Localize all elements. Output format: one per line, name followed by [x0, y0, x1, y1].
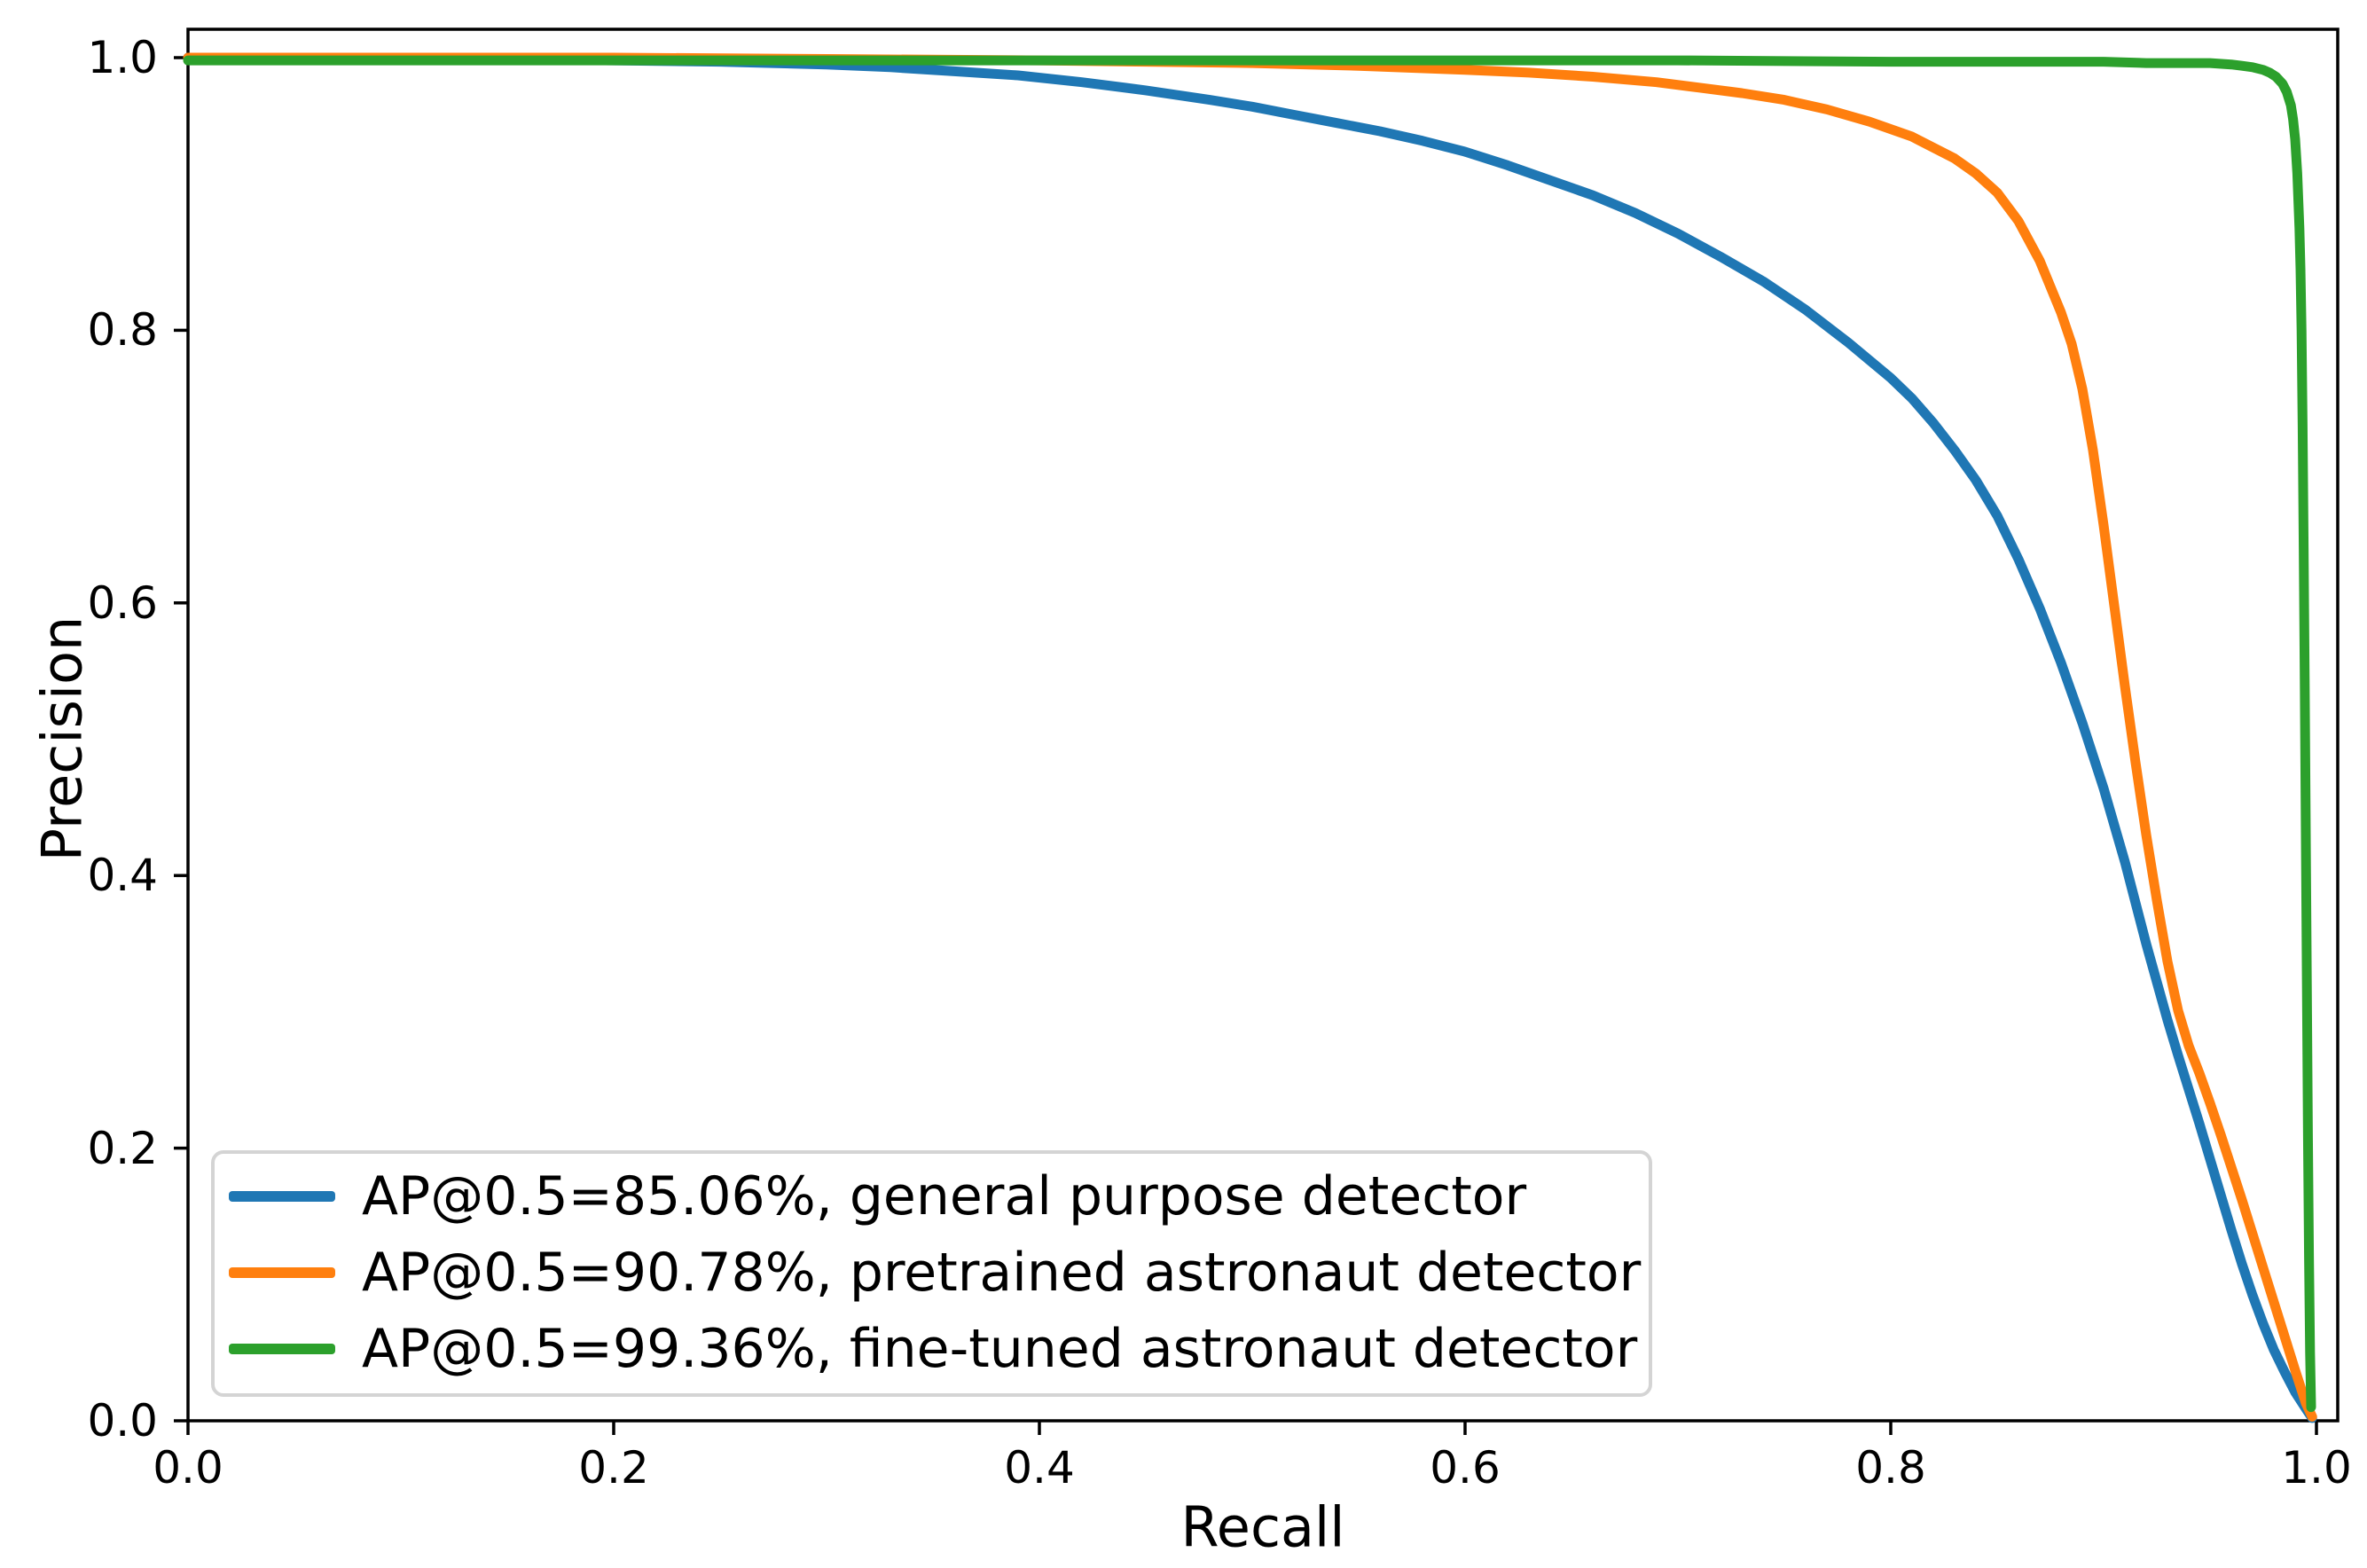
legend: AP@0.5=85.06%, general purpose detector …: [211, 1150, 1652, 1397]
x-tick-label: 1.0: [2281, 1442, 2352, 1494]
y-tick-label: 0.4: [87, 850, 158, 902]
y-tick-label: 0.6: [87, 576, 158, 629]
y-axis-label: Precision: [29, 615, 95, 862]
legend-line-swatch-green: [229, 1344, 335, 1354]
legend-line-swatch-orange: [229, 1267, 335, 1278]
x-tick-label: 0.2: [578, 1442, 649, 1494]
axes-spines: [186, 27, 2340, 1423]
y-tick-label: 0.2: [87, 1122, 158, 1174]
legend-line-swatch-blue: [229, 1191, 335, 1202]
y-tick-label: 0.8: [87, 304, 158, 357]
legend-item-fine-tuned: AP@0.5=99.36%, fine-tuned astronaut dete…: [229, 1311, 1649, 1387]
x-tick-label: 0.0: [153, 1442, 223, 1494]
pr-curve-pretrained-astronaut-detector: [183, 52, 2317, 1422]
legend-item-pretrained: AP@0.5=90.78%, pretrained astronaut dete…: [229, 1235, 1649, 1311]
legend-label: AP@0.5=85.06%, general purpose detector: [362, 1165, 1527, 1227]
x-tick-label: 0.8: [1855, 1442, 1926, 1494]
y-tick-label: 1.0: [87, 32, 158, 83]
legend-label: AP@0.5=90.78%, pretrained astronaut dete…: [362, 1242, 1642, 1304]
pr-curve-fine-tuned-astronaut-detector: [183, 55, 2316, 1413]
x-axis-label: Recall: [1180, 1494, 1345, 1560]
legend-item-general-purpose: AP@0.5=85.06%, general purpose detector: [229, 1158, 1649, 1235]
y-tick-label: 0.0: [87, 1395, 158, 1446]
legend-label: AP@0.5=99.36%, fine-tuned astronaut dete…: [362, 1318, 1638, 1380]
x-tick-label: 0.4: [1004, 1442, 1075, 1494]
x-tick-label: 0.6: [1430, 1442, 1501, 1494]
pr-curve-general-purpose-detector: [183, 52, 2317, 1423]
